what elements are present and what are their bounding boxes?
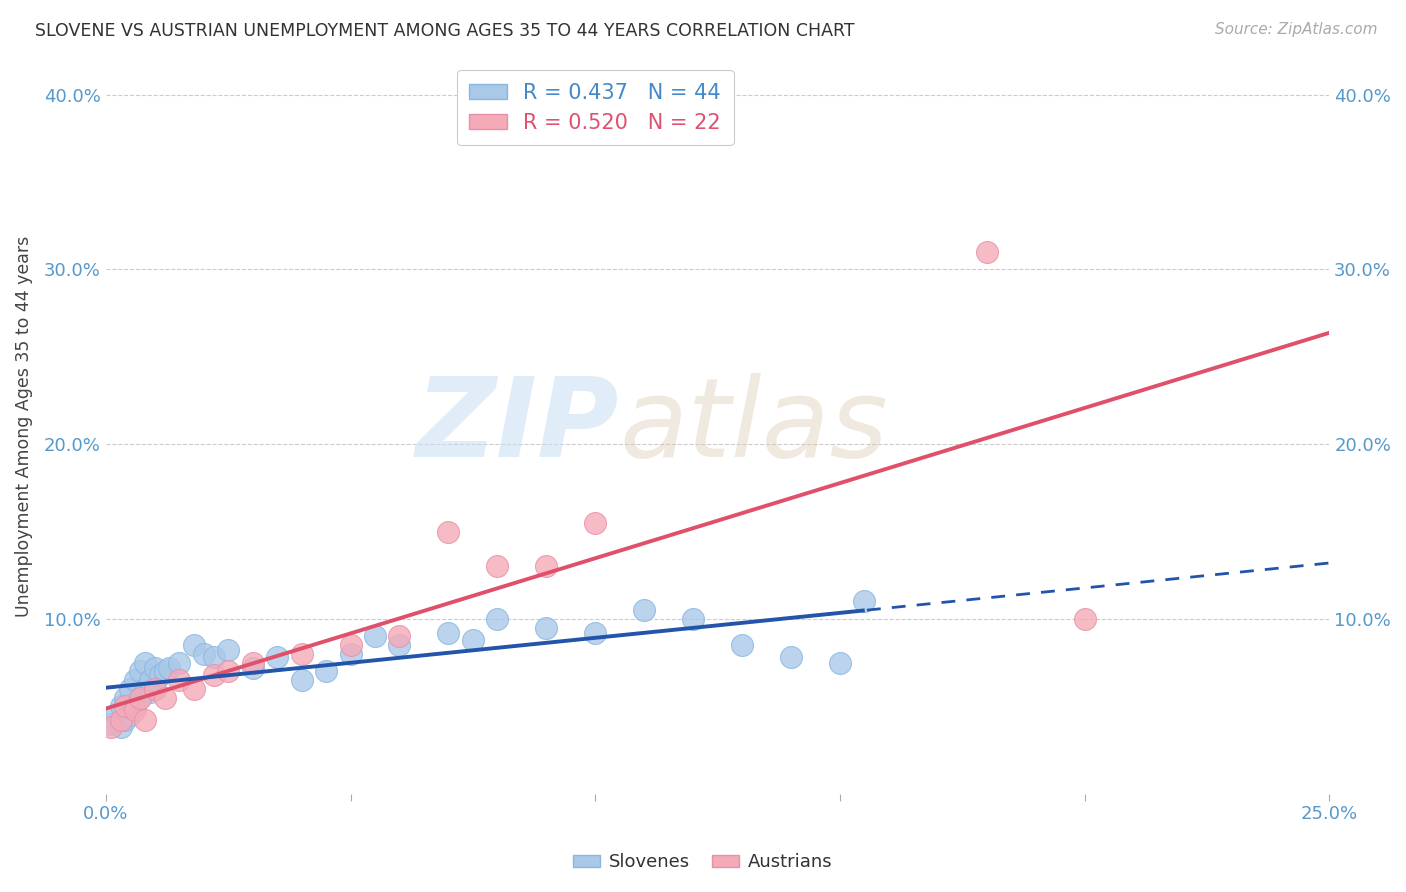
Point: [217, 665, 239, 679]
Point: [114, 713, 136, 727]
Point: [183, 681, 205, 696]
Point: [134, 713, 156, 727]
Point: [120, 681, 142, 696]
Point: [129, 690, 152, 705]
Text: atlas: atlas: [620, 373, 889, 480]
Point: [149, 668, 172, 682]
Text: Source: ZipAtlas.com: Source: ZipAtlas.com: [1215, 22, 1378, 37]
Point: [315, 665, 337, 679]
Point: [124, 699, 146, 714]
Point: [486, 612, 509, 626]
Point: [114, 690, 136, 705]
Point: [124, 673, 146, 687]
Point: [153, 665, 176, 679]
Point: [143, 681, 166, 696]
Point: [167, 673, 190, 687]
Legend: Slovenes, Austrians: Slovenes, Austrians: [567, 847, 839, 879]
Point: [291, 647, 314, 661]
Point: [266, 650, 288, 665]
Point: [976, 244, 998, 259]
Point: [143, 661, 166, 675]
Point: [167, 656, 190, 670]
Point: [437, 626, 460, 640]
Point: [242, 656, 264, 670]
Point: [1073, 612, 1095, 626]
Point: [134, 681, 156, 696]
Point: [153, 690, 176, 705]
Point: [217, 643, 239, 657]
Point: [682, 612, 704, 626]
Point: [828, 656, 851, 670]
Point: [536, 559, 558, 574]
Point: [853, 594, 876, 608]
Point: [202, 650, 225, 665]
Point: [110, 713, 132, 727]
Point: [388, 629, 411, 643]
Point: [339, 647, 361, 661]
Point: [143, 681, 166, 696]
Point: [129, 690, 152, 705]
Point: [104, 708, 127, 723]
Point: [583, 516, 606, 530]
Point: [120, 708, 142, 723]
Point: [633, 603, 655, 617]
Point: [461, 632, 484, 647]
Point: [129, 665, 152, 679]
Point: [110, 699, 132, 714]
Point: [388, 638, 411, 652]
Point: [364, 629, 387, 643]
Point: [183, 638, 205, 652]
Point: [100, 716, 122, 731]
Point: [242, 661, 264, 675]
Point: [583, 626, 606, 640]
Point: [731, 638, 754, 652]
Y-axis label: Unemployment Among Ages 35 to 44 years: Unemployment Among Ages 35 to 44 years: [15, 236, 32, 617]
Point: [437, 524, 460, 539]
Point: [202, 668, 225, 682]
Legend: R = 0.437   N = 44, R = 0.520   N = 22: R = 0.437 N = 44, R = 0.520 N = 22: [457, 70, 734, 145]
Point: [124, 703, 146, 717]
Point: [291, 673, 314, 687]
Point: [134, 656, 156, 670]
Text: ZIP: ZIP: [416, 373, 620, 480]
Point: [100, 720, 122, 734]
Point: [139, 685, 162, 699]
Point: [536, 621, 558, 635]
Point: [780, 650, 803, 665]
Point: [486, 559, 509, 574]
Point: [339, 638, 361, 652]
Point: [139, 673, 162, 687]
Point: [193, 647, 215, 661]
Point: [159, 661, 181, 675]
Point: [114, 699, 136, 714]
Text: SLOVENE VS AUSTRIAN UNEMPLOYMENT AMONG AGES 35 TO 44 YEARS CORRELATION CHART: SLOVENE VS AUSTRIAN UNEMPLOYMENT AMONG A…: [35, 22, 855, 40]
Point: [110, 720, 132, 734]
